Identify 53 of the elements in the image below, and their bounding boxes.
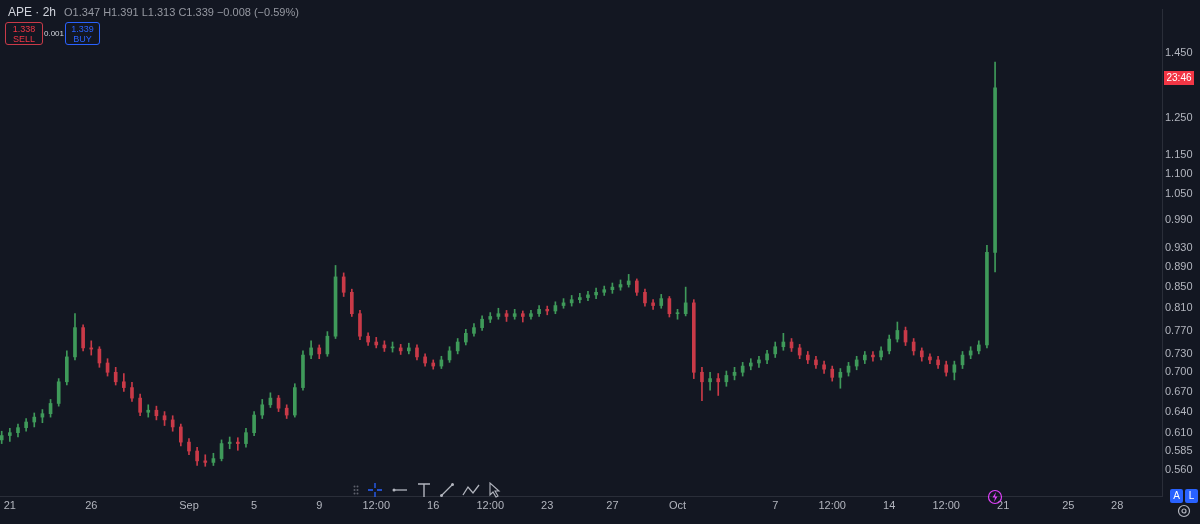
candlestick [651,299,655,310]
x-tick-label: 12:00 [476,498,505,511]
text: 23:46 [1164,71,1194,85]
x-tick-label: 14 [883,498,896,511]
x-tick-label: 12:00 [932,498,960,511]
candlestick [227,436,232,450]
x-tick-label: Oct [668,498,687,511]
x-tick-label: 27 [606,498,619,511]
candlestick [708,371,712,391]
y-tick-label: 0.730 [1165,346,1193,359]
y-tick-label: 1.150 [1165,147,1193,160]
x-tick-label: 12:00 [818,498,846,511]
annotation: 1.339 [70,24,95,34]
y-tick-label: 0.990 [1165,213,1193,226]
x-tick-label: 21 [997,498,1010,511]
y-tick-label: 1.450 [1165,45,1193,58]
x-tick-label: 16 [427,498,440,511]
candlestick [716,373,721,396]
y-tick-label: 0.670 [1165,384,1193,397]
text: A [1170,489,1183,503]
y-tick-label: 0.850 [1165,280,1193,293]
y-tick-label: 0.640 [1165,404,1193,417]
x-tick-label: 23 [541,498,554,511]
y-tick-label: 1.050 [1165,187,1193,200]
annotation: 0.001 [44,29,65,38]
x-tick-label: Sep [179,498,199,511]
chart-subtitle: O1.347 H1.391 L1.313 C1.339 −0.008 (−0.59%) [64,6,299,18]
y-tick-label: 0.810 [1165,301,1193,314]
y-tick-label: 0.890 [1165,259,1193,272]
y-tick-label: 0.700 [1165,365,1193,378]
annotation: 1.338 [11,24,37,34]
y-tick-label: 0.585 [1165,444,1193,457]
y-tick-label: 0.610 [1165,425,1193,438]
x-tick-label: 12:00 [362,498,391,511]
x-tick-label: 25 [1062,498,1075,511]
candlestick [203,454,208,467]
y-tick-label: 0.770 [1165,323,1193,336]
y-tick-label: 1.250 [1165,110,1193,123]
y-tick-label: 0.930 [1165,240,1193,253]
annotation: SELL [12,34,36,44]
text: L [1185,489,1198,503]
y-tick-label: 0.560 [1165,463,1193,476]
x-tick-label: 7 [772,498,779,511]
x-tick-label: 9 [316,498,323,511]
x-tick-label: 26 [85,498,98,511]
x-tick-label: 21 [3,498,16,511]
candlestick [146,404,151,418]
chart-title: APE · 2h [8,5,57,19]
x-tick-label: 28 [1111,498,1124,511]
x-tick-label: 5 [251,498,258,511]
candlestick [236,437,240,451]
annotation: BUY [72,34,93,44]
y-tick-label: 1.100 [1165,167,1193,180]
